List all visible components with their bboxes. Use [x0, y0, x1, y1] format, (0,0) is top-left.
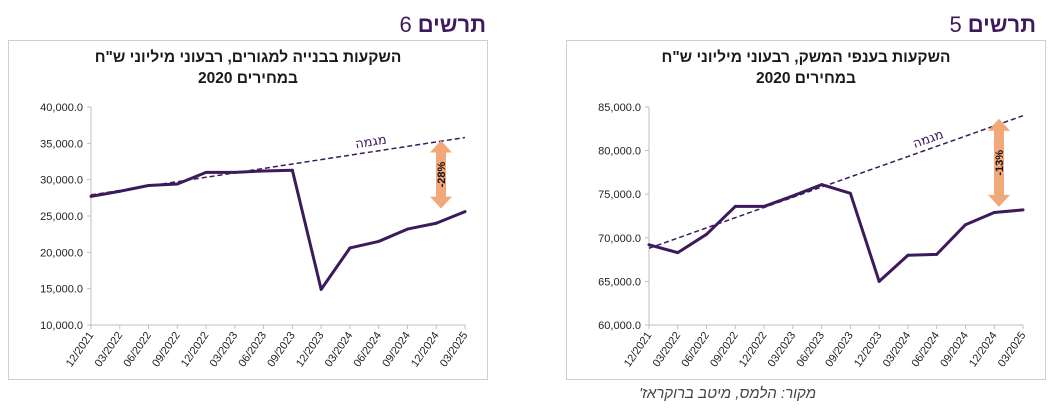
- data-point: [762, 204, 766, 208]
- trend-line: [648, 115, 1024, 249]
- y-tick-label: 65,000.0: [598, 276, 641, 288]
- y-tick-label: 25,000.0: [40, 211, 83, 223]
- x-tick-label: 09/2024: [938, 330, 971, 369]
- trend-label: מגמה: [354, 133, 387, 153]
- y-tick-label: 70,000.0: [598, 233, 641, 245]
- data-point: [820, 183, 824, 187]
- x-tick-label: 03/2022: [93, 330, 126, 369]
- x-tick-label: 03/2023: [766, 330, 799, 369]
- x-tick-label: 06/2022: [121, 330, 154, 369]
- x-tick-label: 06/2024: [910, 330, 943, 369]
- x-tick-label: 12/2022: [737, 330, 770, 369]
- x-tick-label: 12/2024: [967, 330, 1000, 369]
- series-line: [648, 183, 1024, 283]
- x-tick-label: 12/2023: [294, 330, 327, 369]
- y-tick-label: 10,000.0: [40, 320, 83, 332]
- figure-6-label: תרשים6: [400, 12, 486, 38]
- data-point: [992, 211, 996, 215]
- data-point: [733, 204, 737, 208]
- figure-5-number: 5: [949, 12, 962, 37]
- x-tick-label: 09/2022: [150, 330, 183, 369]
- data-point: [118, 189, 122, 193]
- x-tick-label: 06/2023: [236, 330, 269, 369]
- series-line: [90, 168, 466, 291]
- chart-title-line1: השקעות בבנייה למגורים, רבעוני מיליוני ש"…: [94, 49, 402, 66]
- y-tick-label: 20,000.0: [40, 247, 83, 259]
- chart-title-line2: במחירים 2020: [198, 70, 298, 87]
- data-point: [147, 183, 151, 187]
- gap-arrow: [430, 140, 452, 209]
- x-tick-label: 03/2022: [651, 330, 684, 369]
- y-tick-label: 80,000.0: [598, 146, 641, 158]
- trend-line: [90, 136, 466, 196]
- data-point: [705, 232, 709, 236]
- data-point: [935, 252, 939, 256]
- figure-5-label: תרשים5: [950, 12, 1036, 38]
- x-tick-label: 12/2022: [179, 330, 212, 369]
- gap-arrow: [988, 118, 1010, 207]
- data-point: [233, 170, 237, 174]
- y-tick-label: 60,000.0: [598, 320, 641, 332]
- x-tick-label: 09/2022: [708, 330, 741, 369]
- y-tick-label: 15,000.0: [40, 284, 83, 296]
- data-point: [647, 243, 651, 247]
- x-tick-label: 06/2023: [794, 330, 827, 369]
- x-tick-label: 09/2023: [823, 330, 856, 369]
- chart-title-figure-5: השקעות בענפי המשק, רבעוני מיליוני ש"ח במ…: [567, 47, 1045, 89]
- data-point: [204, 170, 208, 174]
- x-tick-label: 09/2023: [265, 330, 298, 369]
- y-tick-label: 35,000.0: [40, 138, 83, 150]
- data-point: [405, 227, 409, 231]
- x-tick-label: 03/2025: [438, 330, 471, 369]
- source-note: מקור: הלמס, מיטב ברוקראז': [639, 385, 816, 402]
- data-point: [463, 210, 467, 214]
- chart-panel-figure-6: השקעות בבנייה למגורים, רבעוני מיליוני ש"…: [8, 40, 488, 380]
- data-point: [1021, 208, 1025, 212]
- chart-title-line2: במחירים 2020: [756, 70, 856, 87]
- data-point: [791, 194, 795, 198]
- figure-6-label-text: תרשים: [417, 12, 486, 37]
- figure-5-label-text: תרשים: [967, 12, 1036, 37]
- x-tick-label: 12/2023: [852, 330, 885, 369]
- x-tick-label: 03/2025: [996, 330, 1029, 369]
- chart-title-figure-6: השקעות בבנייה למגורים, רבעוני מיליוני ש"…: [9, 47, 487, 89]
- data-point: [963, 223, 967, 227]
- data-point: [906, 253, 910, 257]
- trend-label: מגמה: [911, 127, 946, 152]
- y-tick-label: 40,000.0: [40, 102, 83, 114]
- gap-arrow-label: -13%: [994, 150, 1006, 176]
- x-tick-label: 12/2024: [409, 330, 442, 369]
- data-point: [848, 191, 852, 195]
- data-point: [89, 194, 93, 198]
- chart-panel-figure-5: השקעות בענפי המשק, רבעוני מיליוני ש"ח במ…: [566, 40, 1046, 380]
- gap-arrow-label: -28%: [436, 162, 448, 188]
- data-point: [319, 287, 323, 291]
- data-point: [175, 182, 179, 186]
- x-tick-label: 03/2024: [881, 330, 914, 369]
- data-point: [434, 221, 438, 225]
- y-tick-label: 85,000.0: [598, 102, 641, 114]
- x-tick-label: 03/2024: [323, 330, 356, 369]
- data-point: [348, 246, 352, 250]
- figure-6-number: 6: [399, 12, 412, 37]
- x-tick-label: 06/2022: [679, 330, 712, 369]
- data-point: [262, 169, 266, 173]
- line-chart-figure-6: 10,000.0 15,000.0 20,000.0 25,000.0 30,000.0…: [40, 102, 471, 369]
- line-chart-figure-5: 60,000.0 65,000.0 70,000.0 75,000.0 80,000.0…: [598, 102, 1029, 369]
- data-point: [877, 279, 881, 283]
- x-tick-label: 03/2023: [208, 330, 241, 369]
- data-point: [377, 239, 381, 243]
- y-tick-label: 75,000.0: [598, 189, 641, 201]
- x-tick-label: 12/2021: [622, 330, 655, 369]
- data-point: [676, 251, 680, 255]
- data-point: [290, 168, 294, 172]
- chart-title-line1: השקעות בענפי המשק, רבעוני מיליוני ש"ח: [661, 49, 951, 66]
- y-tick-label: 30,000.0: [40, 175, 83, 187]
- x-tick-label: 12/2021: [64, 330, 97, 369]
- x-tick-label: 09/2024: [380, 330, 413, 369]
- x-tick-label: 06/2024: [352, 330, 385, 369]
